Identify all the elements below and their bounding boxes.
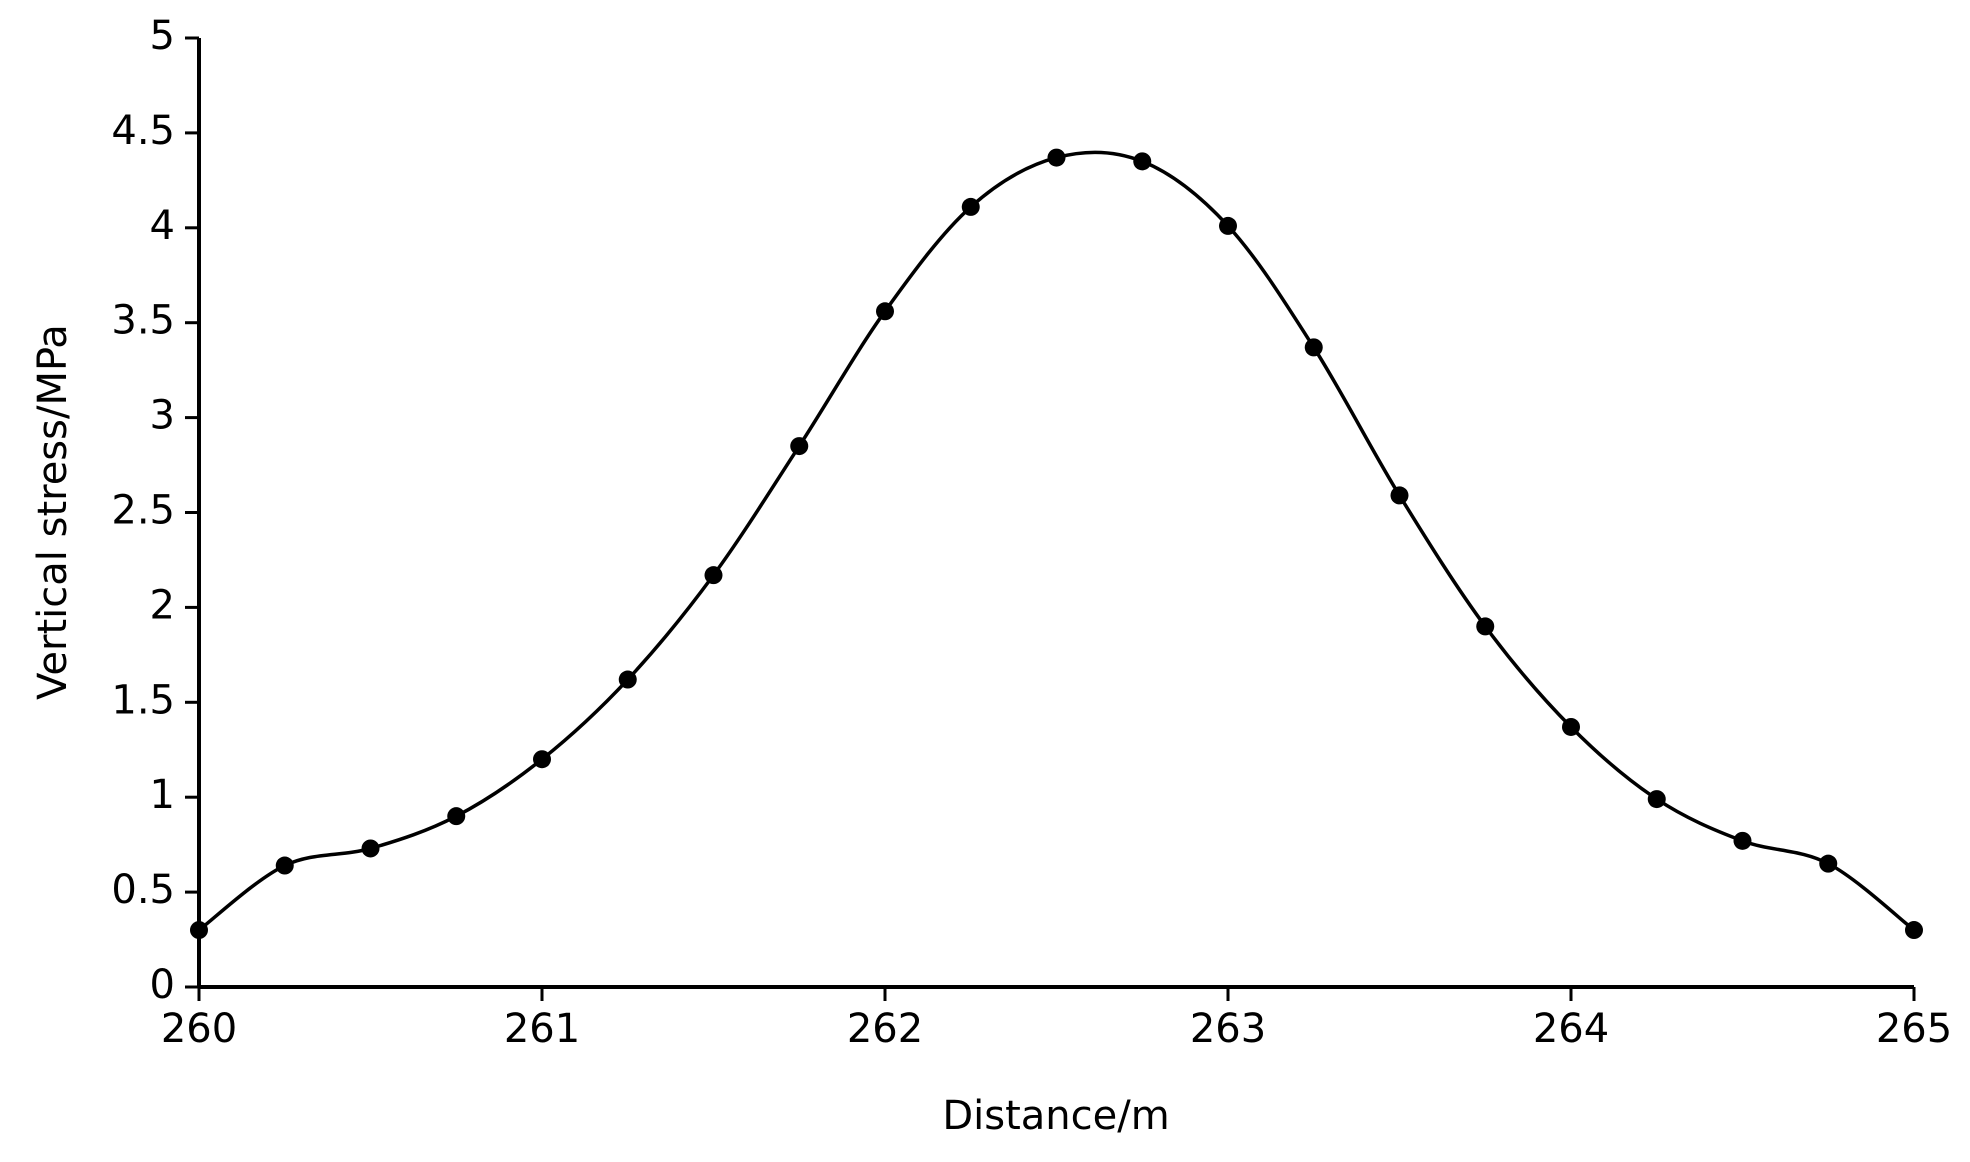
marker — [1733, 831, 1752, 850]
marker — [704, 566, 723, 585]
y-tick-label: 2.5 — [111, 488, 175, 534]
x-tick-label: 261 — [504, 1006, 580, 1052]
marker — [275, 856, 294, 875]
marker — [1905, 921, 1923, 940]
x-tick-label: 263 — [1190, 1006, 1266, 1052]
y-tick-label: 4 — [150, 203, 175, 249]
x-tick-label: 260 — [161, 1006, 237, 1052]
marker — [1133, 152, 1152, 171]
marker — [190, 921, 208, 940]
marker — [961, 197, 980, 216]
y-tick-label: 4.5 — [111, 108, 175, 154]
marker — [1047, 148, 1066, 167]
marker — [1562, 717, 1580, 736]
marker — [1304, 338, 1323, 357]
y-axis-label: Vertical stress/MPa — [30, 324, 76, 700]
x-axis-label: Distance/m — [942, 1093, 1169, 1139]
marker — [1819, 854, 1838, 873]
y-tick-label: 0 — [150, 962, 175, 1008]
marker — [1390, 486, 1409, 505]
marker — [618, 670, 637, 689]
marker — [1647, 790, 1666, 809]
y-tick-label: 2 — [150, 582, 175, 628]
y-tick-label: 0.5 — [111, 867, 175, 913]
x-tick-label: 262 — [847, 1006, 923, 1052]
marker — [790, 437, 809, 456]
marker — [533, 750, 551, 769]
x-tick-label: 265 — [1876, 1006, 1952, 1052]
y-tick-label: 3 — [150, 393, 175, 439]
marker — [876, 302, 894, 321]
y-tick-label: 5 — [150, 13, 175, 59]
y-tick-label: 1 — [150, 772, 175, 818]
marker — [1219, 216, 1237, 235]
marker — [361, 839, 380, 858]
y-tick-label: 1.5 — [111, 677, 175, 723]
x-tick-label: 264 — [1533, 1006, 1609, 1052]
marker — [1476, 617, 1495, 636]
y-tick-label: 3.5 — [111, 298, 175, 344]
marker — [447, 807, 466, 826]
